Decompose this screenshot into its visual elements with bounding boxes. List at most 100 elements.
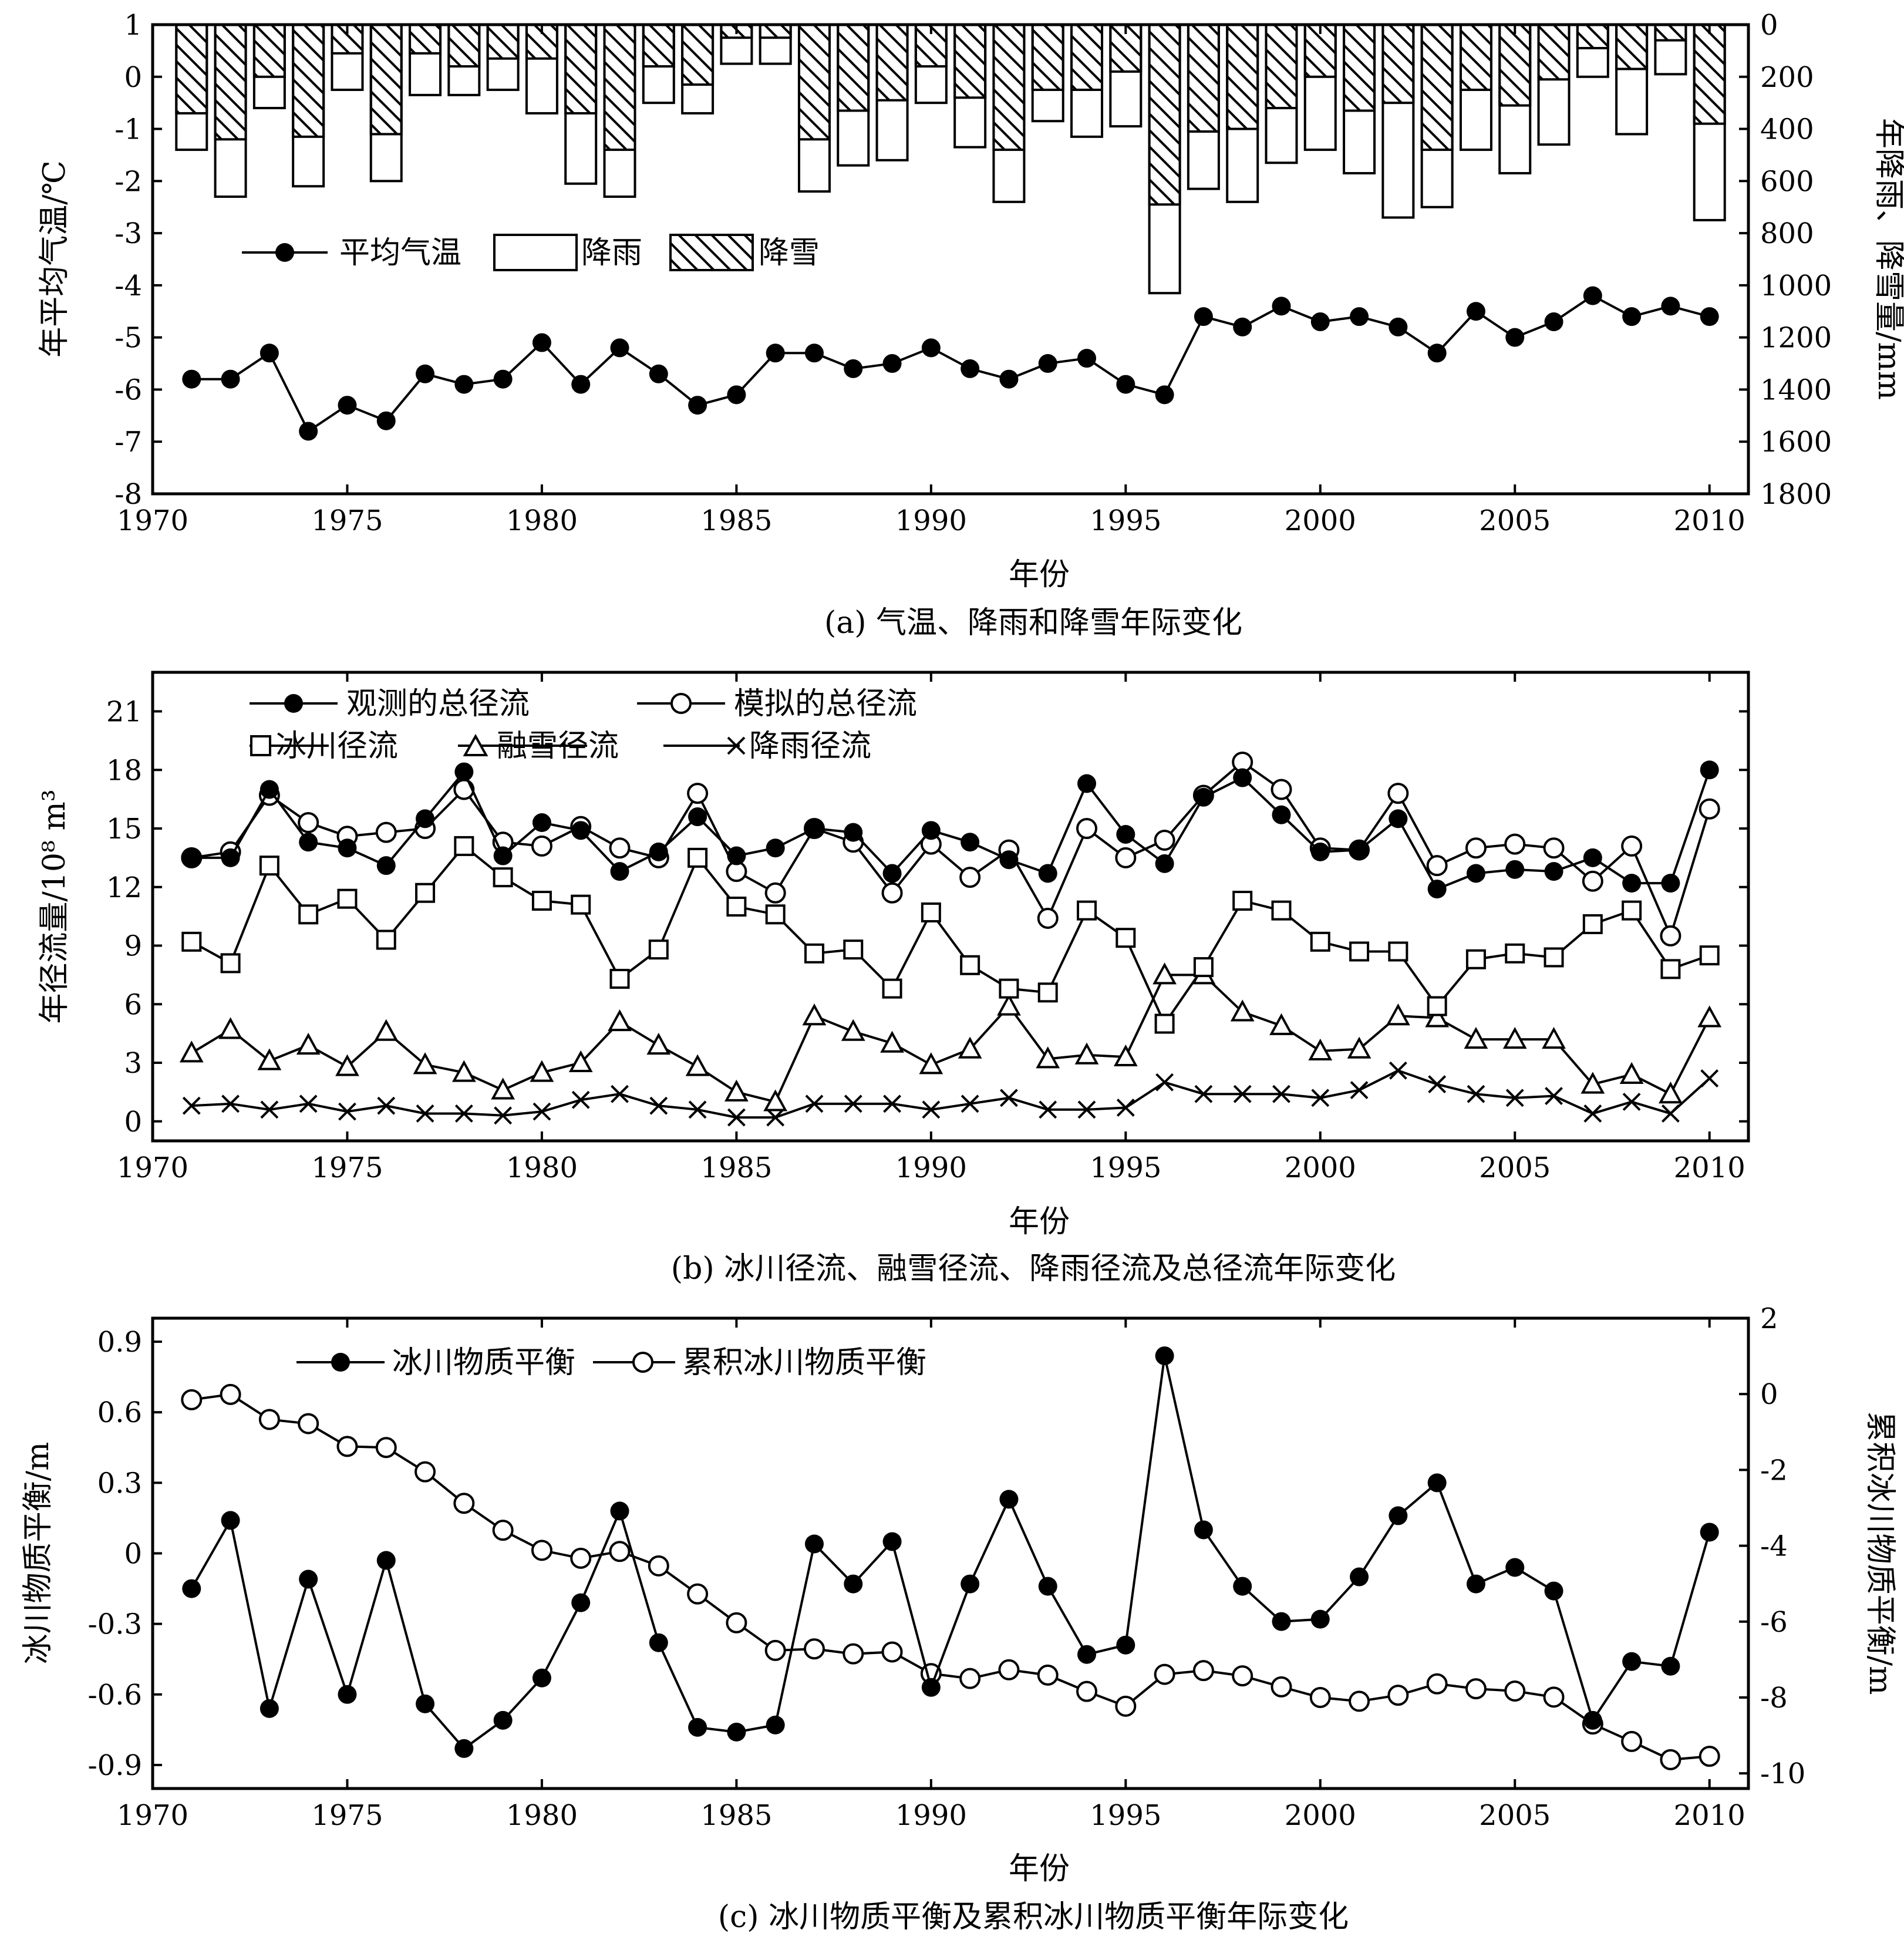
a-ytick-left-label: -3: [114, 217, 142, 250]
c-xtick-label: 2000: [1285, 1799, 1356, 1832]
snow-bar: [369, 23, 403, 136]
runoff-point-1: [531, 835, 552, 857]
runoff-point-0: [999, 850, 1019, 870]
a-ytick-right-label: 200: [1760, 61, 1814, 94]
runoff-point-0: [688, 807, 707, 827]
mass-balance-point: [1466, 1574, 1485, 1594]
c-ytick-right-label: -6: [1760, 1606, 1788, 1639]
runoff-point-1: [1115, 847, 1137, 868]
runoff-line-4: [191, 1069, 1711, 1119]
runoff-point-0: [961, 833, 980, 852]
legend-label-snowmelt: 融雪径流: [497, 729, 619, 764]
runoff-point-4: [1467, 1084, 1485, 1103]
a-xtick-label: 1990: [895, 504, 967, 537]
runoff-point-2: [1505, 943, 1525, 964]
a-xtick-label: 1980: [506, 504, 578, 537]
runoff-point-2: [1699, 945, 1720, 966]
snow-bar: [1693, 23, 1726, 125]
cumulative-point: [843, 1643, 864, 1665]
a-ytick-left-label: -6: [114, 373, 142, 406]
runoff-point-4: [1583, 1104, 1602, 1123]
runoff-point-0: [338, 838, 357, 858]
snow-bar: [1420, 23, 1454, 151]
a-xtick-label: 1975: [311, 504, 383, 537]
runoff-point-3: [763, 1089, 788, 1112]
b-ytick-label: 9: [124, 930, 142, 963]
cumulative-point: [1076, 1680, 1098, 1702]
temperature-point: [766, 343, 785, 363]
snow-bar: [1498, 23, 1532, 107]
runoff-point-1: [764, 882, 786, 904]
mass-balance-point: [454, 1739, 474, 1758]
c-ytick-right-label: -4: [1760, 1530, 1788, 1563]
runoff-point-4: [1194, 1084, 1213, 1103]
runoff-point-1: [375, 821, 397, 843]
runoff-point-0: [649, 842, 668, 861]
snow-bar: [214, 23, 247, 141]
c-ytick-left-label: 0.6: [97, 1396, 142, 1429]
runoff-point-1: [1582, 870, 1603, 892]
runoff-point-2: [1271, 900, 1292, 921]
runoff-point-4: [1428, 1075, 1447, 1093]
c-ytick-right-label: 2: [1760, 1302, 1778, 1335]
cumulative-point: [1387, 1685, 1409, 1706]
panel-c-legend: 冰川物质平衡 累积冰川物质平衡: [296, 1345, 926, 1380]
mass-balance-point: [532, 1668, 551, 1688]
runoff-point-2: [1388, 941, 1408, 962]
legend-swatch-snow: [669, 234, 754, 271]
runoff-point-3: [491, 1077, 515, 1100]
runoff-point-2: [298, 904, 319, 925]
runoff-point-3: [1113, 1044, 1138, 1067]
runoff-point-4: [533, 1102, 551, 1121]
a-ytick-right-label: 0: [1760, 9, 1778, 42]
snow-bar: [525, 23, 558, 60]
mass-balance-point: [1622, 1652, 1642, 1671]
runoff-point-4: [221, 1094, 240, 1113]
temperature-point: [338, 396, 357, 415]
b-xtick-label: 2010: [1674, 1151, 1745, 1184]
a-ytick-right-label: 800: [1760, 217, 1814, 250]
panel-c-xlabel: 年份: [1009, 1851, 1070, 1887]
cumulative-point: [298, 1413, 319, 1434]
c-xtick-label: 1985: [700, 1799, 772, 1832]
c-ytick-right-label: -10: [1760, 1757, 1805, 1790]
mass-balance-point: [804, 1534, 824, 1554]
legend-marker-mass-balance: [331, 1353, 350, 1372]
runoff-point-1: [1387, 783, 1409, 804]
temperature-point: [727, 385, 746, 405]
runoff-point-0: [1661, 874, 1680, 893]
runoff-point-2: [1154, 1013, 1175, 1034]
temperature-point: [649, 364, 668, 383]
runoff-point-4: [611, 1084, 629, 1103]
runoff-point-4: [416, 1104, 434, 1123]
runoff-point-0: [1622, 874, 1642, 893]
a-ytick-right-label: 1400: [1760, 373, 1832, 406]
legend-swatch-rain: [493, 234, 578, 271]
runoff-point-0: [1544, 862, 1563, 881]
runoff-point-0: [1233, 768, 1252, 787]
cumulative-point: [1154, 1663, 1175, 1685]
temperature-point: [1544, 312, 1563, 332]
snow-bar: [1148, 23, 1181, 206]
runoff-point-2: [493, 867, 513, 888]
runoff-line-0: [191, 769, 1711, 891]
runoff-point-4: [182, 1096, 201, 1115]
runoff-point-3: [1619, 1062, 1644, 1084]
runoff-point-4: [1622, 1093, 1641, 1111]
panel-a-plot: 1 0 -1 -2 -3 -4 -5 -6 -7 -8 0 200 400 600 800 1000 1200 1…: [114, 9, 1832, 537]
snow-bar: [1343, 23, 1376, 112]
legend-label-rain: 降雨: [581, 235, 642, 271]
runoff-point-3: [179, 1040, 204, 1063]
b-ytick-label: 12: [106, 871, 142, 904]
runoff-point-2: [415, 883, 436, 903]
cumulative-point: [687, 1583, 709, 1605]
mass-balance-point: [1077, 1645, 1097, 1664]
runoff-point-0: [1389, 809, 1408, 828]
a-ytick-left-label: -5: [114, 322, 142, 355]
temperature-point: [804, 343, 824, 363]
runoff-point-2: [1465, 949, 1486, 969]
runoff-point-3: [257, 1048, 282, 1070]
snow-bar: [252, 23, 286, 78]
b-ytick-label: 21: [106, 696, 142, 729]
runoff-point-0: [804, 819, 824, 838]
